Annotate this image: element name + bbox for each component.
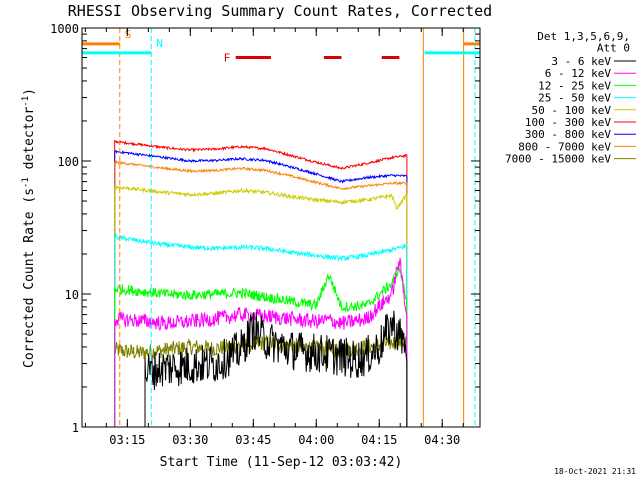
x-tick-label-3: 04:00 — [298, 433, 334, 447]
y-axis-label: Corrected Count Rate (s-1 detector-1) — [21, 88, 37, 368]
y-tick-label-0: 1 — [72, 421, 79, 435]
series-line-5 — [114, 139, 408, 427]
chart-title: RHESSI Observing Summary Count Rates, Co… — [68, 2, 492, 20]
legend-label-3: 25 - 50 keV — [538, 92, 611, 105]
marker-label-1: N — [156, 37, 163, 50]
legend-label-1: 6 - 12 keV — [545, 67, 612, 80]
x-axis-label: Start Time (11-Sep-12 03:03:42) — [160, 455, 403, 470]
legend-label-7: 800 - 7000 keV — [518, 140, 611, 153]
x-tick-label-2: 03:45 — [235, 433, 271, 447]
series-line-0 — [144, 310, 408, 427]
legend-header-1: Att 0 — [597, 42, 630, 55]
marker-label-0: S — [125, 28, 132, 41]
x-tick-label-1: 03:30 — [172, 433, 208, 447]
series-line-7 — [114, 159, 408, 427]
series-line-1 — [114, 257, 408, 427]
x-axis: 03:15 03:30 03:45 04:00 04:15 04:30 — [84, 28, 464, 447]
y-tick-label-1: 10 — [65, 288, 79, 302]
series-line-2 — [114, 263, 408, 427]
plot-frame — [81, 27, 481, 428]
series-line-6 — [114, 149, 408, 427]
y-tick-label-3: 1000 — [50, 22, 79, 36]
flare-label: F — [224, 52, 231, 65]
y-axis: 1 10 100 1000 — [50, 22, 480, 435]
series-line-8 — [114, 334, 408, 427]
series-line-4 — [114, 184, 408, 427]
series-line-3 — [114, 233, 408, 427]
legend-label-6: 300 - 800 keV — [525, 128, 611, 141]
legend-label-2: 12 - 25 keV — [538, 79, 611, 92]
x-tick-label-0: 03:15 — [109, 433, 145, 447]
legend-label-4: 50 - 100 keV — [532, 104, 612, 117]
legend-label-5: 100 - 300 keV — [525, 116, 611, 129]
y-tick-label-2: 100 — [57, 155, 79, 169]
legend-label-8: 7000 - 15000 keV — [505, 153, 611, 166]
footer-date: 18-Oct-2021 21:31 — [554, 467, 636, 476]
x-tick-label-5: 04:30 — [424, 433, 460, 447]
x-tick-label-4: 04:15 — [361, 433, 397, 447]
plot-area: S N F — [82, 28, 480, 427]
legend-header-0: Det 1,3,5,6,9, — [537, 30, 630, 43]
legend-label-0: 3 - 6 keV — [551, 55, 611, 68]
